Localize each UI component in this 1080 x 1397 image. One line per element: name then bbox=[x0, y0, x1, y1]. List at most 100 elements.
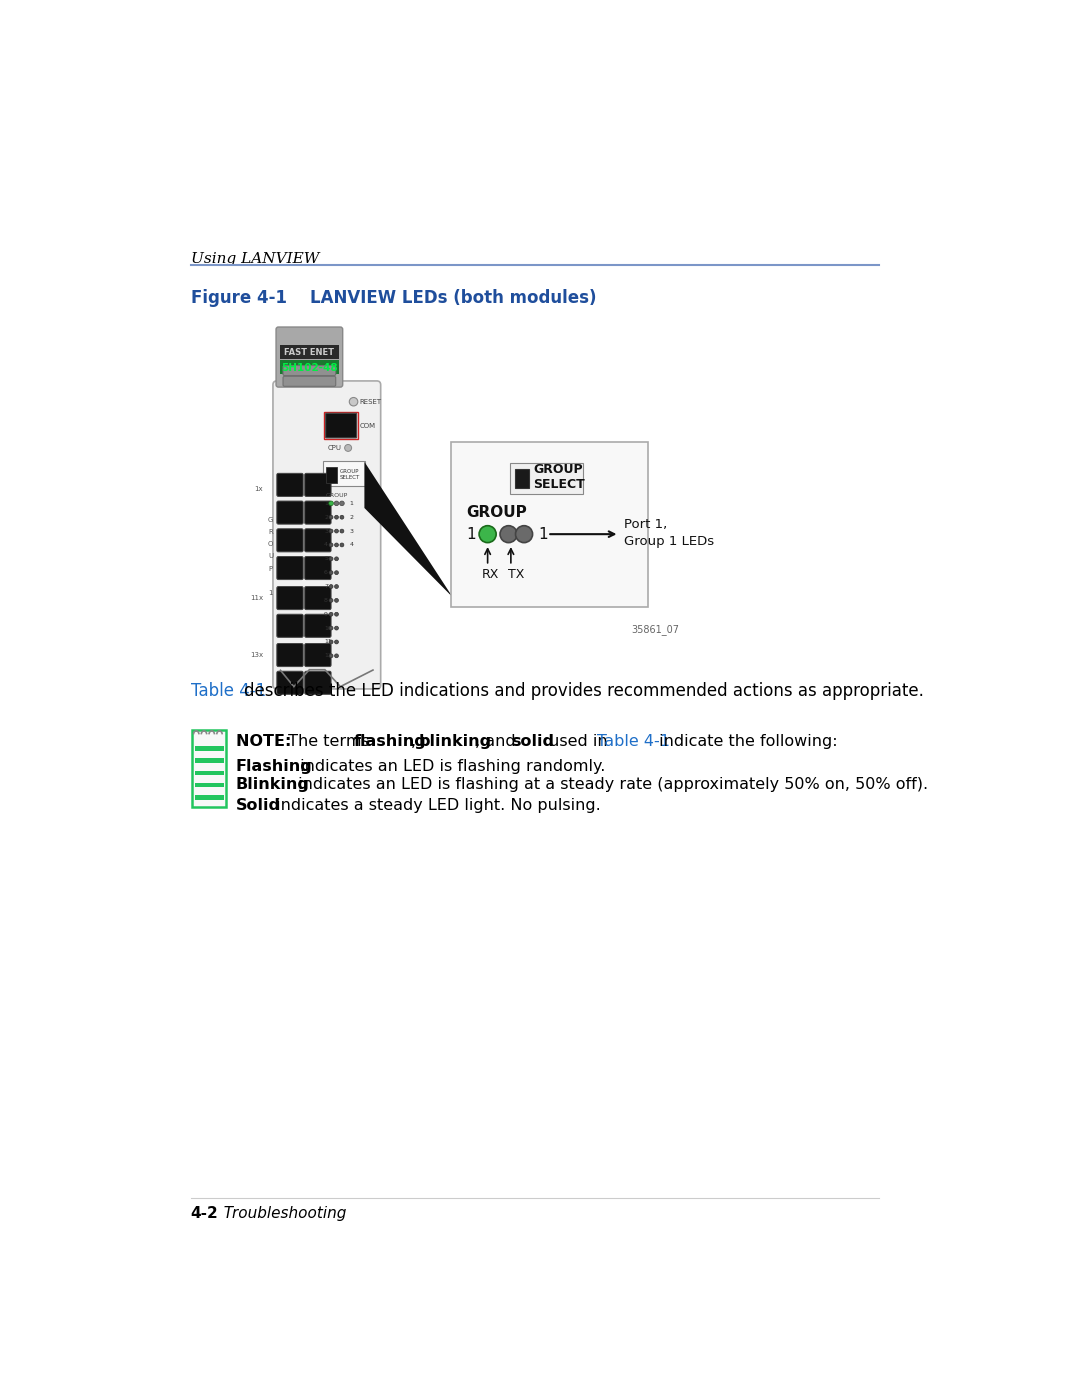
Text: Flashing: Flashing bbox=[235, 759, 312, 774]
Text: FAST ENET: FAST ENET bbox=[284, 348, 335, 358]
Text: describes the LED indications and provides recommended actions as appropriate.: describes the LED indications and provid… bbox=[243, 682, 923, 700]
Circle shape bbox=[335, 640, 338, 644]
Circle shape bbox=[335, 571, 338, 574]
FancyBboxPatch shape bbox=[276, 644, 303, 666]
Circle shape bbox=[329, 557, 333, 560]
Circle shape bbox=[335, 529, 338, 534]
Text: Troubleshooting: Troubleshooting bbox=[214, 1206, 347, 1221]
Circle shape bbox=[340, 529, 343, 534]
Circle shape bbox=[335, 598, 338, 602]
Circle shape bbox=[349, 398, 357, 407]
Text: GROUP
SELECT: GROUP SELECT bbox=[339, 469, 360, 481]
FancyBboxPatch shape bbox=[276, 327, 342, 387]
Text: used in: used in bbox=[544, 735, 612, 749]
FancyBboxPatch shape bbox=[276, 529, 303, 552]
Text: 5: 5 bbox=[324, 556, 328, 562]
Bar bbox=[194, 759, 225, 763]
Text: indicates an LED is flashing randomly.: indicates an LED is flashing randomly. bbox=[295, 759, 606, 774]
Circle shape bbox=[335, 557, 338, 560]
Text: Port 1,
Group 1 LEDs: Port 1, Group 1 LEDs bbox=[624, 518, 714, 548]
FancyBboxPatch shape bbox=[305, 615, 332, 637]
Text: RESET: RESET bbox=[360, 398, 382, 405]
FancyBboxPatch shape bbox=[305, 556, 332, 580]
Circle shape bbox=[335, 612, 338, 616]
Text: CPU: CPU bbox=[328, 444, 342, 451]
Bar bbox=[194, 771, 225, 775]
Text: The terms: The terms bbox=[283, 735, 375, 749]
Circle shape bbox=[329, 571, 333, 574]
FancyBboxPatch shape bbox=[276, 556, 303, 580]
FancyBboxPatch shape bbox=[305, 474, 332, 496]
Circle shape bbox=[335, 626, 338, 630]
Text: 10: 10 bbox=[324, 626, 332, 630]
FancyBboxPatch shape bbox=[276, 587, 303, 609]
FancyBboxPatch shape bbox=[273, 381, 380, 689]
Circle shape bbox=[345, 444, 352, 451]
Text: indicate the following:: indicate the following: bbox=[653, 735, 837, 749]
FancyBboxPatch shape bbox=[305, 644, 332, 666]
Text: GROUP: GROUP bbox=[326, 493, 348, 497]
Circle shape bbox=[339, 502, 345, 506]
FancyBboxPatch shape bbox=[283, 376, 336, 387]
Text: 2: 2 bbox=[350, 514, 353, 520]
Polygon shape bbox=[364, 462, 453, 598]
Text: ,: , bbox=[410, 735, 421, 749]
Circle shape bbox=[329, 584, 333, 588]
Text: solid: solid bbox=[511, 735, 554, 749]
Bar bbox=[194, 782, 225, 788]
Text: NOTE:: NOTE: bbox=[235, 735, 297, 749]
Circle shape bbox=[335, 515, 338, 520]
Text: indicates an LED is flashing at a steady rate (approximately 50% on, 50% off).: indicates an LED is flashing at a steady… bbox=[293, 778, 928, 792]
Text: 3: 3 bbox=[324, 528, 328, 534]
Bar bbox=[326, 467, 337, 482]
Text: 1: 1 bbox=[350, 502, 353, 506]
Text: TX: TX bbox=[508, 569, 524, 581]
Text: 1: 1 bbox=[538, 527, 548, 542]
FancyBboxPatch shape bbox=[326, 414, 356, 437]
Bar bbox=[194, 795, 225, 800]
Text: 2: 2 bbox=[324, 514, 328, 520]
Text: G: G bbox=[268, 517, 273, 522]
Text: , and: , and bbox=[475, 735, 521, 749]
FancyBboxPatch shape bbox=[283, 366, 336, 376]
Text: GROUP
SELECT: GROUP SELECT bbox=[534, 464, 585, 492]
Circle shape bbox=[340, 515, 343, 520]
Circle shape bbox=[335, 654, 338, 658]
Circle shape bbox=[480, 525, 496, 542]
Text: 11x: 11x bbox=[249, 595, 262, 601]
Circle shape bbox=[334, 502, 339, 506]
FancyBboxPatch shape bbox=[305, 671, 332, 694]
FancyBboxPatch shape bbox=[276, 502, 303, 524]
Text: indicates a steady LED light. No pulsing.: indicates a steady LED light. No pulsing… bbox=[271, 798, 600, 813]
Text: 6: 6 bbox=[324, 570, 328, 576]
Text: 4: 4 bbox=[350, 542, 353, 548]
Circle shape bbox=[329, 515, 333, 520]
Text: Solid: Solid bbox=[235, 798, 281, 813]
Text: Figure 4-1    LANVIEW LEDs (both modules): Figure 4-1 LANVIEW LEDs (both modules) bbox=[191, 289, 596, 307]
Text: 1x: 1x bbox=[254, 486, 262, 492]
FancyBboxPatch shape bbox=[323, 461, 365, 486]
Circle shape bbox=[329, 529, 333, 534]
Circle shape bbox=[335, 584, 338, 588]
Text: 8: 8 bbox=[324, 598, 328, 604]
Circle shape bbox=[335, 543, 338, 546]
Bar bbox=[280, 360, 339, 374]
Circle shape bbox=[515, 525, 532, 542]
Text: 35861_07: 35861_07 bbox=[631, 624, 679, 636]
Text: GROUP: GROUP bbox=[467, 504, 527, 520]
Text: 1: 1 bbox=[467, 527, 476, 542]
Circle shape bbox=[329, 626, 333, 630]
Text: blinking: blinking bbox=[419, 735, 491, 749]
Text: 5H102-48: 5H102-48 bbox=[281, 363, 338, 373]
Text: Using LANVIEW: Using LANVIEW bbox=[191, 253, 320, 267]
Text: Blinking: Blinking bbox=[235, 778, 310, 792]
Text: U: U bbox=[268, 553, 273, 559]
Text: 7: 7 bbox=[324, 584, 328, 590]
Text: 3: 3 bbox=[350, 528, 353, 534]
Bar bbox=[194, 746, 225, 750]
Text: RX: RX bbox=[482, 569, 499, 581]
Text: COM: COM bbox=[360, 422, 376, 429]
Circle shape bbox=[329, 640, 333, 644]
Circle shape bbox=[329, 598, 333, 602]
Text: 13x: 13x bbox=[249, 652, 262, 658]
